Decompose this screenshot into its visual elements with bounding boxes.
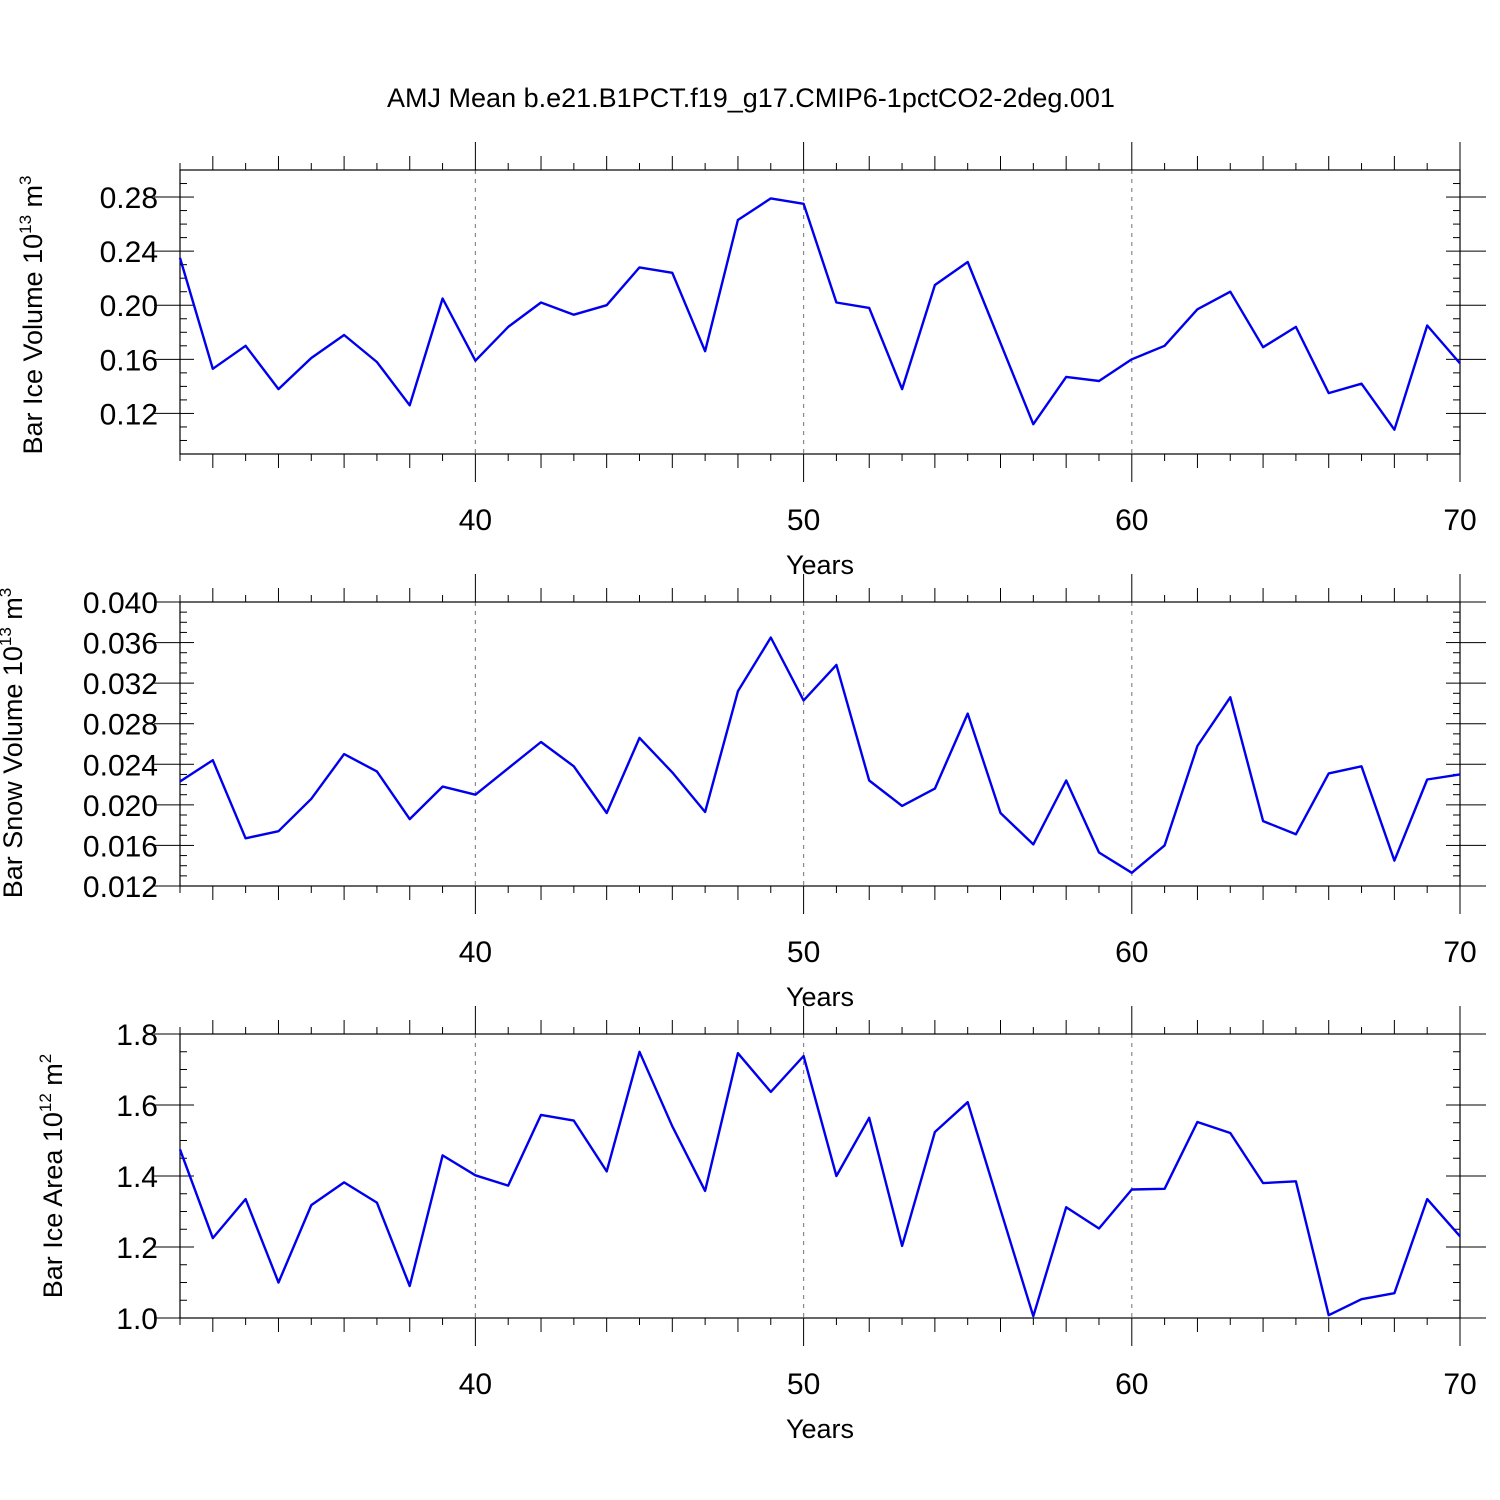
- y-axis-label-exponent: 13: [0, 627, 15, 646]
- x-tick-label: 40: [459, 936, 492, 969]
- x-tick-label: 60: [1115, 504, 1148, 537]
- y-axis-label-text: Bar Ice Volume 10: [18, 234, 48, 455]
- y-tick-label: 0.036: [83, 628, 158, 661]
- y-tick-label: 0.28: [100, 182, 158, 215]
- x-tick-label: 70: [1443, 936, 1476, 969]
- y-tick-label: 0.20: [100, 290, 158, 323]
- y-axis-label-exponent: 12: [36, 1093, 55, 1112]
- series-line: [178, 197, 1461, 431]
- x-ticks: [179, 1006, 1461, 1346]
- y-axis-label-text: Bar Ice Area 10: [38, 1112, 68, 1298]
- y-tick-label: 0.12: [100, 398, 158, 431]
- y-ticks: [154, 1033, 1486, 1319]
- y-tick-label: 1.6: [116, 1090, 158, 1123]
- panel-3: 40 50 60 70 1.0 1.2 1.4 1.6 1.8 Years Bar Ice Area…: [36, 1006, 1486, 1444]
- panel-2: 40 50 60 70 0.012 0.016 0.020 0.024 0.028 0.032 0.…: [0, 574, 1486, 1012]
- y-axis-label-unit: m: [38, 1063, 68, 1093]
- y-axis-label-unit: m: [0, 597, 28, 627]
- panels: 40 50 60 70 0.12 0.16 0.20 0.24 0.28 Years Bar Ice…: [0, 142, 1486, 1444]
- x-tick-label: 40: [459, 1368, 492, 1401]
- y-tick-label: 0.24: [100, 236, 158, 269]
- y-tick-label: 1.4: [116, 1161, 158, 1194]
- y-tick-label: 1.2: [116, 1232, 158, 1265]
- x-tick-label: 40: [459, 504, 492, 537]
- x-tick-label: 60: [1115, 1368, 1148, 1401]
- x-tick-label: 70: [1443, 1368, 1476, 1401]
- plot-frame: [179, 601, 1461, 887]
- y-axis-label: Bar Ice Volume 1013 m3: [16, 175, 48, 454]
- y-axis-label-unit-exponent: 3: [16, 175, 35, 184]
- y-tick-label: 1.0: [116, 1303, 158, 1336]
- y-tick-label: 0.040: [83, 587, 158, 620]
- y-axis-label: Bar Snow Volume 1013 m3: [0, 588, 28, 899]
- y-tick-label: 0.032: [83, 668, 158, 701]
- x-tick-label: 50: [787, 936, 820, 969]
- y-axis-label-unit-exponent: 3: [0, 588, 15, 597]
- x-ticks: [179, 142, 1461, 482]
- y-tick-label: 0.16: [100, 344, 158, 377]
- y-ticks: [154, 169, 1486, 455]
- series-line: [178, 1050, 1461, 1318]
- plot-frame: [179, 1033, 1461, 1319]
- y-axis-label-exponent: 13: [16, 215, 35, 234]
- y-tick-label: 1.8: [116, 1019, 158, 1052]
- x-tick-label: 70: [1443, 504, 1476, 537]
- y-tick-label: 0.016: [83, 830, 158, 863]
- y-axis-label-unit: m: [18, 185, 48, 215]
- y-tick-label: 0.028: [83, 709, 158, 742]
- x-ticks: [179, 574, 1461, 914]
- x-axis-label: Years: [786, 1414, 854, 1444]
- y-axis-label: Bar Ice Area 1012 m2: [36, 1054, 68, 1299]
- y-tick-label: 0.024: [83, 749, 158, 782]
- figure-title: AMJ Mean b.e21.B1PCT.f19_g17.CMIP6-1pctC…: [387, 83, 1115, 113]
- x-tick-label: 60: [1115, 936, 1148, 969]
- y-tick-label: 0.012: [83, 871, 158, 904]
- y-axis-label-text: Bar Snow Volume 10: [0, 646, 28, 898]
- x-axis-label: Years: [786, 550, 854, 580]
- y-axis-label-unit-exponent: 2: [36, 1054, 55, 1063]
- x-tick-label: 50: [787, 1368, 820, 1401]
- y-tick-label: 0.020: [83, 790, 158, 823]
- x-tick-label: 50: [787, 504, 820, 537]
- series-line: [179, 636, 1461, 874]
- plot-frame: [179, 169, 1461, 455]
- panel-1: 40 50 60 70 0.12 0.16 0.20 0.24 0.28 Years Bar Ice…: [16, 142, 1486, 580]
- y-ticks: [154, 601, 1486, 887]
- x-axis-label: Years: [786, 982, 854, 1012]
